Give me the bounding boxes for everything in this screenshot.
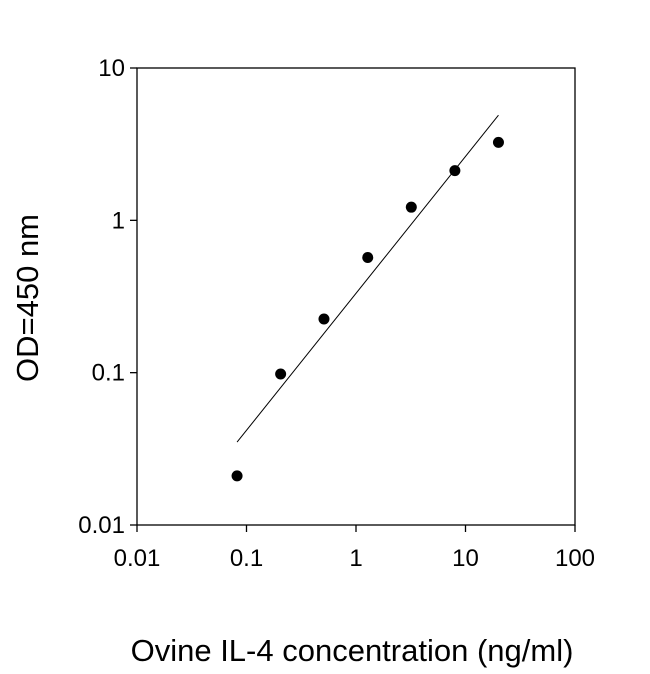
x-tick-label: 10 bbox=[452, 545, 479, 572]
y-tick-label: 0.01 bbox=[78, 512, 125, 539]
plot-area bbox=[136, 67, 576, 526]
data-point bbox=[318, 313, 330, 325]
x-axis-title: Ovine IL-4 concentration (ng/ml) bbox=[131, 633, 574, 668]
x-tick-label: 1 bbox=[349, 545, 362, 572]
data-point bbox=[275, 368, 287, 380]
x-tick-label: 0.01 bbox=[114, 545, 161, 572]
data-point bbox=[405, 201, 417, 213]
fit-line bbox=[236, 114, 499, 443]
regression-line bbox=[236, 114, 499, 443]
data-point bbox=[231, 470, 243, 482]
y-tick-label: 1 bbox=[112, 207, 125, 234]
x-axis-ticks: 0.01 0.1 1 10 100 bbox=[114, 525, 595, 572]
y-tick-label: 0.1 bbox=[92, 360, 125, 387]
x-tick-label: 0.1 bbox=[230, 545, 263, 572]
data-point bbox=[449, 165, 461, 177]
y-axis-title: OD=450 nm bbox=[10, 214, 45, 382]
x-tick-label: 100 bbox=[555, 545, 595, 572]
y-axis-ticks: 0.01 0.1 1 10 bbox=[78, 55, 137, 539]
y-tick-label: 10 bbox=[98, 55, 125, 82]
data-points bbox=[231, 136, 504, 482]
data-point bbox=[492, 136, 504, 148]
data-point bbox=[362, 252, 374, 264]
